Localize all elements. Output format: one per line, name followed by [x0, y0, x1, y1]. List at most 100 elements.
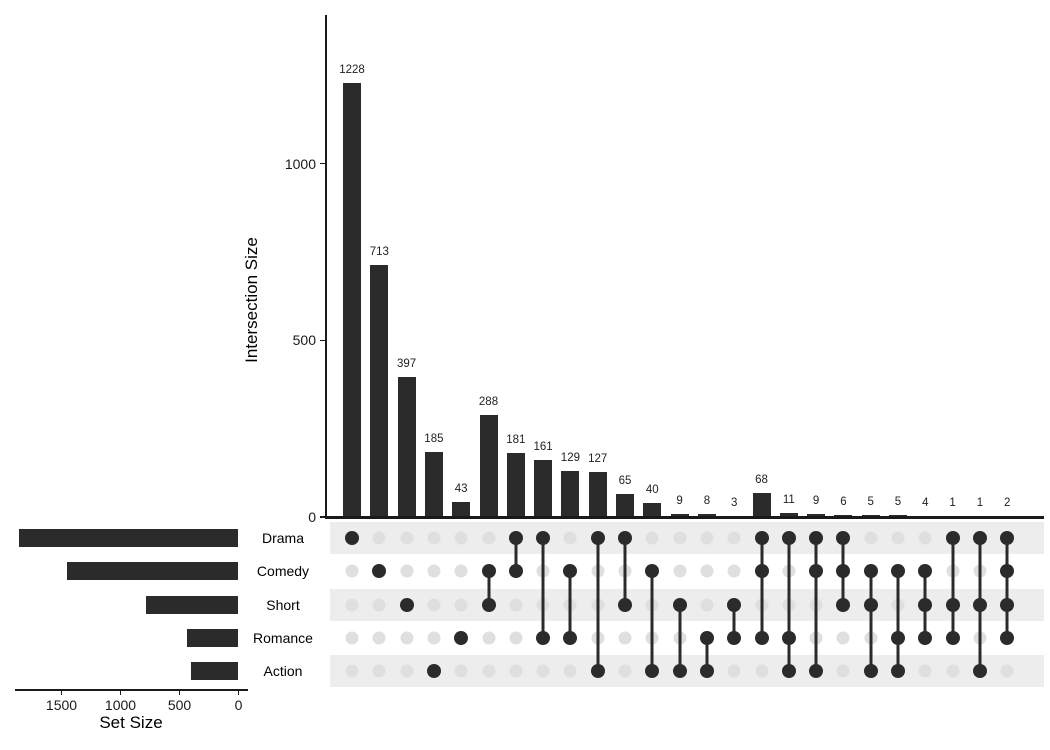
set-size-bar — [146, 595, 239, 614]
matrix-dot-active — [645, 664, 660, 679]
intersection-value-label: 1228 — [339, 64, 365, 77]
matrix-dot-active — [481, 564, 496, 579]
intersection-bar — [779, 513, 798, 517]
matrix-dot-inactive — [836, 664, 850, 678]
matrix-dot-active — [426, 664, 441, 679]
set-size-axis-title: Set Size — [99, 713, 163, 732]
intersection-tick-label: 500 — [292, 332, 316, 349]
intersection-value-label: 65 — [618, 475, 632, 488]
matrix-dot-active — [672, 597, 687, 612]
matrix-connector-line — [896, 571, 900, 672]
set-size-bar — [19, 529, 239, 547]
matrix-dot-active — [645, 564, 660, 579]
set-row-label: Romance — [253, 629, 313, 646]
matrix-dot-active — [863, 664, 878, 679]
matrix-dot-active — [863, 564, 878, 579]
matrix-dot-inactive — [400, 631, 414, 645]
matrix-dot-active — [891, 630, 905, 645]
matrix-dot-inactive — [454, 664, 468, 678]
matrix-dot-inactive — [345, 664, 359, 678]
matrix-dot-inactive — [918, 664, 932, 678]
matrix-dot-active — [727, 597, 742, 612]
matrix-dot-active — [972, 531, 987, 545]
intersection-value-label: 5 — [894, 496, 902, 509]
matrix-dot-active — [590, 664, 605, 679]
matrix-dot-active — [945, 630, 960, 645]
intersection-bar — [397, 376, 416, 517]
matrix-dot-active — [972, 664, 987, 679]
matrix-dot-active — [399, 597, 414, 612]
intersection-axis-line — [325, 15, 327, 517]
set-size-tick-label: 1000 — [104, 697, 137, 713]
matrix-connector-line — [814, 538, 818, 672]
matrix-dot-inactive — [864, 531, 878, 545]
intersection-value-label: 68 — [755, 473, 768, 486]
matrix-dot-inactive — [700, 531, 714, 545]
intersection-value-label: 5 — [867, 496, 874, 509]
intersection-value-label: 397 — [397, 357, 417, 370]
intersection-bar — [752, 492, 771, 517]
matrix-dot-active — [618, 531, 632, 545]
matrix-dot-inactive — [454, 598, 468, 612]
set-size-bar — [67, 562, 239, 581]
matrix-dot-active — [454, 630, 469, 645]
matrix-dot-active — [1000, 630, 1015, 645]
intersection-bar — [534, 460, 553, 517]
matrix-connector-line — [951, 538, 955, 638]
matrix-dot-inactive — [727, 531, 741, 545]
matrix-dot-active — [863, 597, 878, 612]
intersection-value-label: 11 — [782, 494, 795, 507]
matrix-dot-active — [918, 564, 933, 579]
matrix-dot-active — [672, 664, 687, 679]
matrix-dot-inactive — [618, 664, 632, 678]
matrix-dot-active — [781, 531, 796, 545]
matrix-dot-inactive — [482, 531, 495, 545]
intersection-value-label: 181 — [506, 434, 526, 447]
matrix-dot-active — [945, 597, 960, 612]
intersection-baseline — [325, 515, 1044, 519]
matrix-dot-inactive — [563, 664, 577, 678]
matrix-dot-inactive — [400, 564, 414, 578]
matrix-dot-inactive — [755, 664, 768, 678]
matrix-dot-active — [754, 531, 769, 545]
matrix-dot-inactive — [563, 531, 577, 545]
matrix-connector-line — [678, 604, 682, 672]
intersection-value-label: 161 — [533, 441, 553, 454]
matrix-dot-inactive — [454, 564, 468, 578]
matrix-dot-inactive — [427, 631, 441, 645]
matrix-connector-line — [596, 538, 600, 672]
matrix-connector-line — [514, 538, 518, 572]
matrix-dot-inactive — [372, 598, 386, 612]
set-row-label: Short — [266, 596, 300, 613]
intersection-value-label: 6 — [840, 495, 847, 508]
matrix-connector-line — [568, 571, 572, 638]
intersection-value-label: 4 — [922, 496, 929, 509]
matrix-dot-inactive — [700, 598, 714, 612]
intersection-value-label: 43 — [454, 482, 468, 495]
matrix-dot-inactive — [918, 531, 932, 545]
matrix-dot-active — [563, 564, 578, 579]
matrix-dot-active — [481, 597, 496, 612]
set-size-bar — [187, 628, 239, 647]
matrix-dot-active — [590, 531, 605, 545]
set-row-label: Drama — [261, 530, 304, 546]
intersection-bar — [370, 265, 389, 517]
intersection-axis-title: Intersection Size — [242, 237, 261, 363]
matrix-dot-active — [781, 664, 796, 679]
set-size-tick-label: 1500 — [45, 697, 78, 713]
matrix-dot-inactive — [372, 664, 386, 678]
matrix-dot-active — [809, 531, 824, 545]
matrix-dot-active — [891, 664, 905, 679]
matrix-dot-inactive — [700, 564, 714, 578]
matrix-connector-line — [541, 538, 545, 638]
intersection-value-label: 129 — [560, 452, 580, 465]
set-size-tick-label: 500 — [167, 697, 192, 713]
matrix-dot-inactive — [673, 564, 687, 578]
matrix-dot-active — [345, 531, 359, 545]
matrix-connector-line — [869, 571, 873, 672]
matrix-dot-inactive — [482, 664, 495, 678]
set-size-tick-label: 0 — [234, 697, 243, 713]
set-size-axis-line — [15, 689, 248, 691]
matrix-dot-inactive — [618, 631, 632, 645]
matrix-dot-inactive — [645, 531, 659, 545]
